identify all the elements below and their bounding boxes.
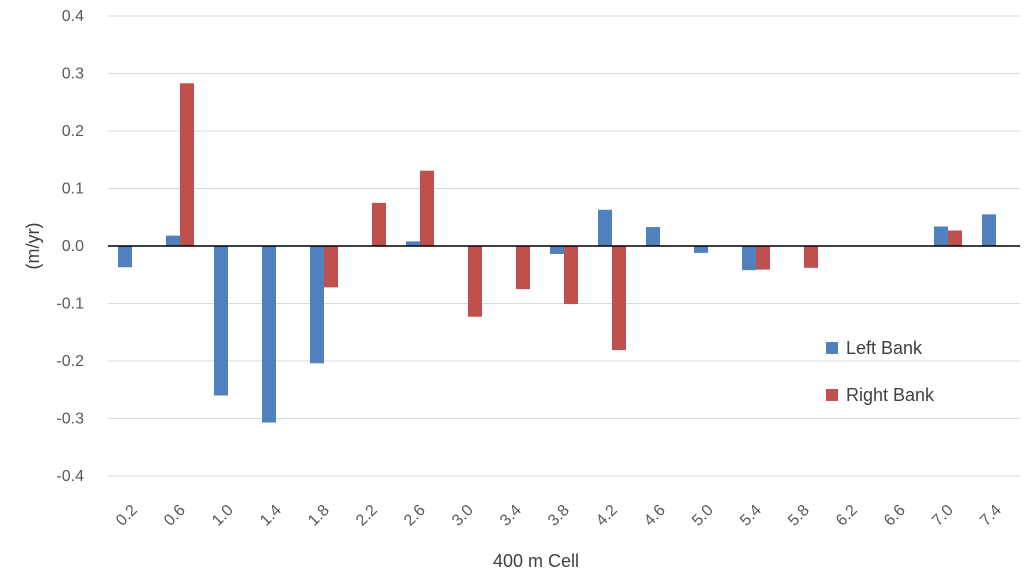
legend: Left Bank Right Bank — [826, 338, 935, 405]
x-tick-label: 5.0 — [689, 502, 717, 530]
bar-right-bank — [756, 246, 770, 270]
bar-left-bank — [166, 235, 180, 246]
x-tick-label: 2.6 — [401, 502, 429, 530]
x-tick-label: 1.0 — [209, 502, 237, 530]
x-tick-label: 5.8 — [785, 502, 813, 530]
bar-left-bank — [742, 246, 756, 271]
bar-right-bank — [372, 202, 386, 246]
x-tick-label: 6.2 — [833, 502, 861, 530]
x-tick-label: 4.2 — [593, 502, 621, 530]
legend-label-right-bank: Right Bank — [846, 385, 935, 405]
x-tick-labels: 0.2 0.6 1.0 1.4 1.8 2.2 2.6 3.0 3.4 3.8 4.2 4.6 5.0 5… — [113, 502, 1005, 530]
bar-left-bank — [934, 226, 948, 246]
bar-left-bank — [118, 246, 132, 268]
bar-right-bank — [468, 246, 482, 317]
bar-right-bank — [180, 83, 194, 247]
x-tick-label: 2.2 — [353, 502, 381, 530]
x-tick-label: 0.2 — [113, 502, 141, 530]
legend-swatch-left-bank — [826, 342, 838, 354]
bar-left-bank — [262, 246, 276, 423]
x-tick-label: 3.0 — [449, 502, 477, 530]
bar-left-bank — [406, 241, 420, 246]
bar-right-bank — [564, 246, 578, 305]
y-tick-label: 0.2 — [62, 123, 84, 140]
bar-right-bank — [612, 246, 626, 351]
x-tick-label: 0.6 — [161, 502, 189, 530]
x-tick-label: 6.6 — [881, 502, 909, 530]
y-tick-label: 0.3 — [62, 66, 84, 83]
bar-left-bank — [694, 246, 708, 253]
bar-left-bank — [598, 209, 612, 246]
x-tick-label: 4.6 — [641, 502, 669, 530]
y-tick-label: -0.2 — [56, 353, 84, 370]
bar-left-bank — [646, 227, 660, 246]
bar-left-bank — [550, 246, 564, 255]
x-tick-label: 1.8 — [305, 502, 333, 530]
x-tick-label: 5.4 — [737, 502, 765, 530]
y-tick-label: -0.4 — [56, 468, 84, 485]
bar-left-bank — [310, 246, 324, 364]
x-axis-title: 400 m Cell — [493, 551, 579, 571]
y-tick-label: -0.3 — [56, 411, 84, 428]
y-axis-title: (m/yr) — [23, 223, 43, 270]
y-tick-label: 0.1 — [62, 181, 84, 198]
bar-right-bank — [804, 246, 818, 268]
bars — [118, 83, 996, 423]
bar-right-bank — [516, 246, 530, 290]
bar-left-bank — [214, 246, 228, 396]
y-tick-label: 0.0 — [62, 238, 84, 255]
x-tick-label: 7.0 — [929, 502, 957, 530]
y-tick-label: -0.1 — [56, 296, 84, 313]
y-tick-labels: 0.4 0.3 0.2 0.1 0.0 -0.1 -0.2 -0.3 -0.4 — [56, 8, 84, 485]
x-tick-label: 3.8 — [545, 502, 573, 530]
legend-swatch-right-bank — [826, 389, 838, 401]
bar-left-bank — [982, 214, 996, 246]
legend-label-left-bank: Left Bank — [846, 338, 923, 358]
x-tick-label: 1.4 — [257, 502, 285, 530]
bar-right-bank — [324, 246, 338, 288]
bar-right-bank — [948, 230, 962, 246]
y-tick-label: 0.4 — [62, 8, 84, 25]
x-tick-label: 3.4 — [497, 502, 525, 530]
bar-right-bank — [420, 170, 434, 246]
x-tick-label: 7.4 — [977, 502, 1005, 530]
